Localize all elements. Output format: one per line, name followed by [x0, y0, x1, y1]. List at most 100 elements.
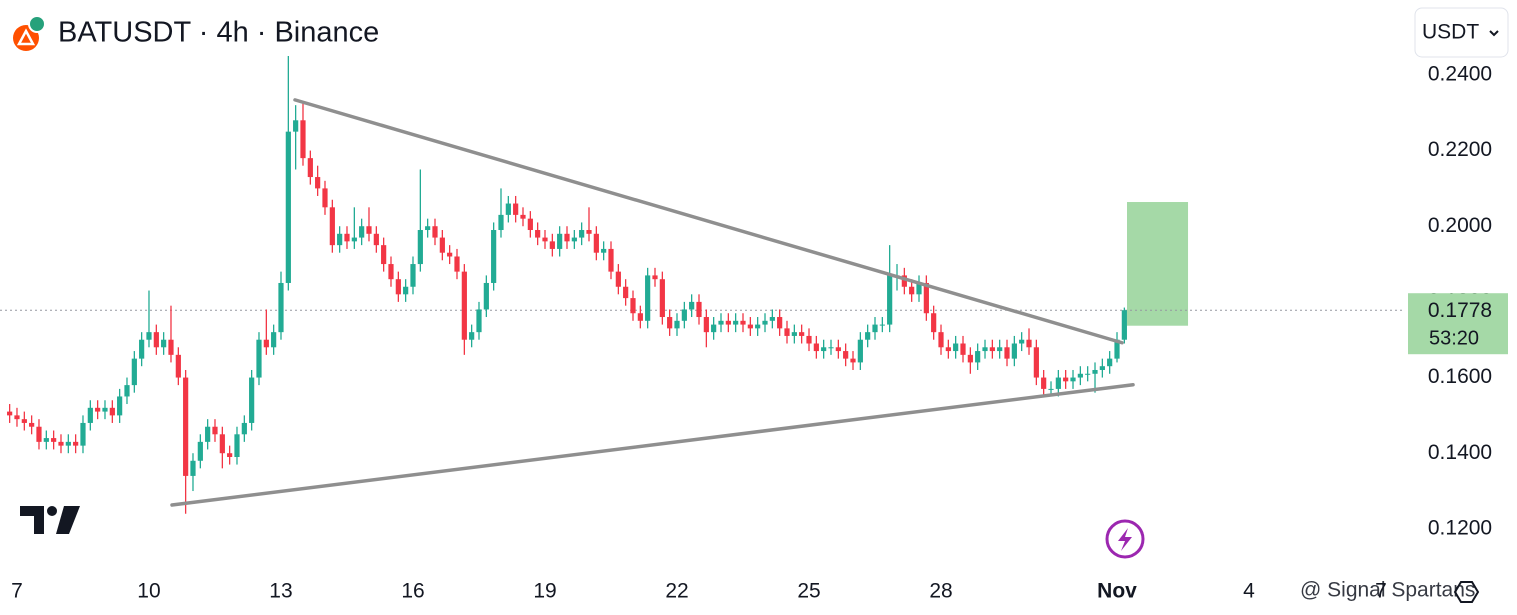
candle-body	[410, 264, 416, 287]
candle-body	[806, 335, 812, 344]
y-tick-label: 0.1200	[1428, 516, 1492, 539]
x-tick-label: 16	[401, 580, 424, 603]
candle-body	[1055, 377, 1061, 389]
candle-body	[740, 320, 746, 325]
y-tick-label: 0.1600	[1428, 365, 1492, 388]
target-box	[1127, 202, 1189, 326]
candle-body	[850, 358, 856, 363]
candle-body	[300, 120, 306, 159]
candle-body	[747, 324, 753, 329]
candle-body	[586, 230, 592, 234]
candle-body	[146, 332, 152, 340]
candle-body	[109, 407, 115, 416]
candle-body	[432, 226, 438, 238]
y-tick-label: 0.2000	[1428, 214, 1492, 237]
candle-body	[359, 226, 365, 238]
candle-body	[608, 248, 614, 272]
candle-body	[843, 351, 849, 359]
x-tick-label: 19	[533, 580, 556, 603]
candle-body	[491, 230, 497, 283]
candle-body	[95, 407, 101, 412]
candle-body	[821, 347, 827, 352]
x-tick-label: 22	[665, 580, 688, 603]
price-tag	[1408, 293, 1508, 355]
candle-body	[681, 309, 687, 321]
candle-body	[564, 233, 570, 242]
candle-body	[293, 120, 299, 132]
candle-body	[315, 177, 321, 189]
x-tick-label: 25	[797, 580, 820, 603]
candle-body	[571, 237, 577, 242]
candle-body	[505, 203, 511, 215]
trendline	[170, 382, 1135, 507]
candle-body	[659, 279, 665, 318]
candle-body	[1077, 373, 1083, 378]
candle-body	[667, 317, 673, 329]
candle-body	[1099, 366, 1105, 370]
candle-body	[916, 282, 922, 295]
candle-body	[593, 233, 599, 253]
candle-body	[623, 286, 629, 299]
candle-body	[872, 324, 878, 333]
candle-body	[417, 230, 423, 265]
candle-body	[65, 441, 71, 446]
candle-body	[527, 218, 533, 231]
candle-body	[14, 415, 20, 420]
candle-body	[43, 438, 49, 442]
currency-dropdown[interactable]: USDT	[1414, 7, 1509, 58]
candle-body	[205, 426, 211, 442]
candle-body	[835, 347, 841, 352]
settings-icon[interactable]	[1453, 581, 1480, 603]
candle-body	[689, 301, 695, 310]
candle-body	[227, 453, 233, 457]
candle-body	[696, 301, 702, 318]
candle-body	[711, 324, 717, 333]
candle-body	[791, 332, 797, 336]
candle-body	[865, 332, 871, 340]
candle-body	[997, 347, 1003, 352]
x-tick-label: 28	[929, 580, 952, 603]
candle-body	[249, 377, 255, 423]
y-tick-label: 0.1400	[1428, 441, 1492, 464]
candle-body	[1019, 339, 1025, 344]
candle-body	[755, 324, 761, 329]
candle-body	[557, 233, 563, 249]
candle-body	[498, 214, 504, 231]
candle-body	[439, 237, 445, 253]
candle-body	[953, 343, 959, 352]
candle-body	[901, 275, 907, 287]
chart-title: BATUSDT · 4h · Binance	[58, 17, 379, 49]
y-tick-label: 0.2400	[1428, 62, 1492, 85]
candle-body	[703, 317, 709, 333]
x-tick-label: 4	[1243, 580, 1255, 603]
lightning-icon[interactable]	[1105, 519, 1145, 559]
candle-body	[139, 339, 145, 359]
candle-body	[1114, 339, 1120, 359]
candle-body	[1121, 310, 1127, 340]
candle-body	[337, 233, 343, 246]
candle-body	[879, 324, 885, 326]
candle-body	[615, 271, 621, 287]
currency-label[interactable]: USDT	[1422, 21, 1479, 44]
candle-body	[777, 317, 783, 329]
candle-body	[857, 339, 863, 363]
countdown: 53:20	[1429, 327, 1479, 349]
exchange-logo	[13, 15, 46, 51]
candle-body	[923, 282, 929, 314]
trendline	[293, 98, 1124, 345]
candle-body	[469, 332, 475, 340]
watermark: @ Signal Spartans	[1300, 579, 1475, 602]
candle-body	[1004, 347, 1010, 359]
tradingview-logo	[20, 506, 80, 534]
candle-body	[725, 320, 731, 325]
candle-body	[395, 279, 401, 295]
candle-body	[175, 354, 181, 378]
candle-body	[124, 385, 130, 397]
x-tick-label: 7	[11, 580, 23, 603]
candle-body	[263, 339, 269, 348]
candle-body	[674, 320, 680, 329]
candle-body	[7, 411, 13, 416]
candle-body	[234, 434, 240, 457]
candle-body	[989, 347, 995, 352]
